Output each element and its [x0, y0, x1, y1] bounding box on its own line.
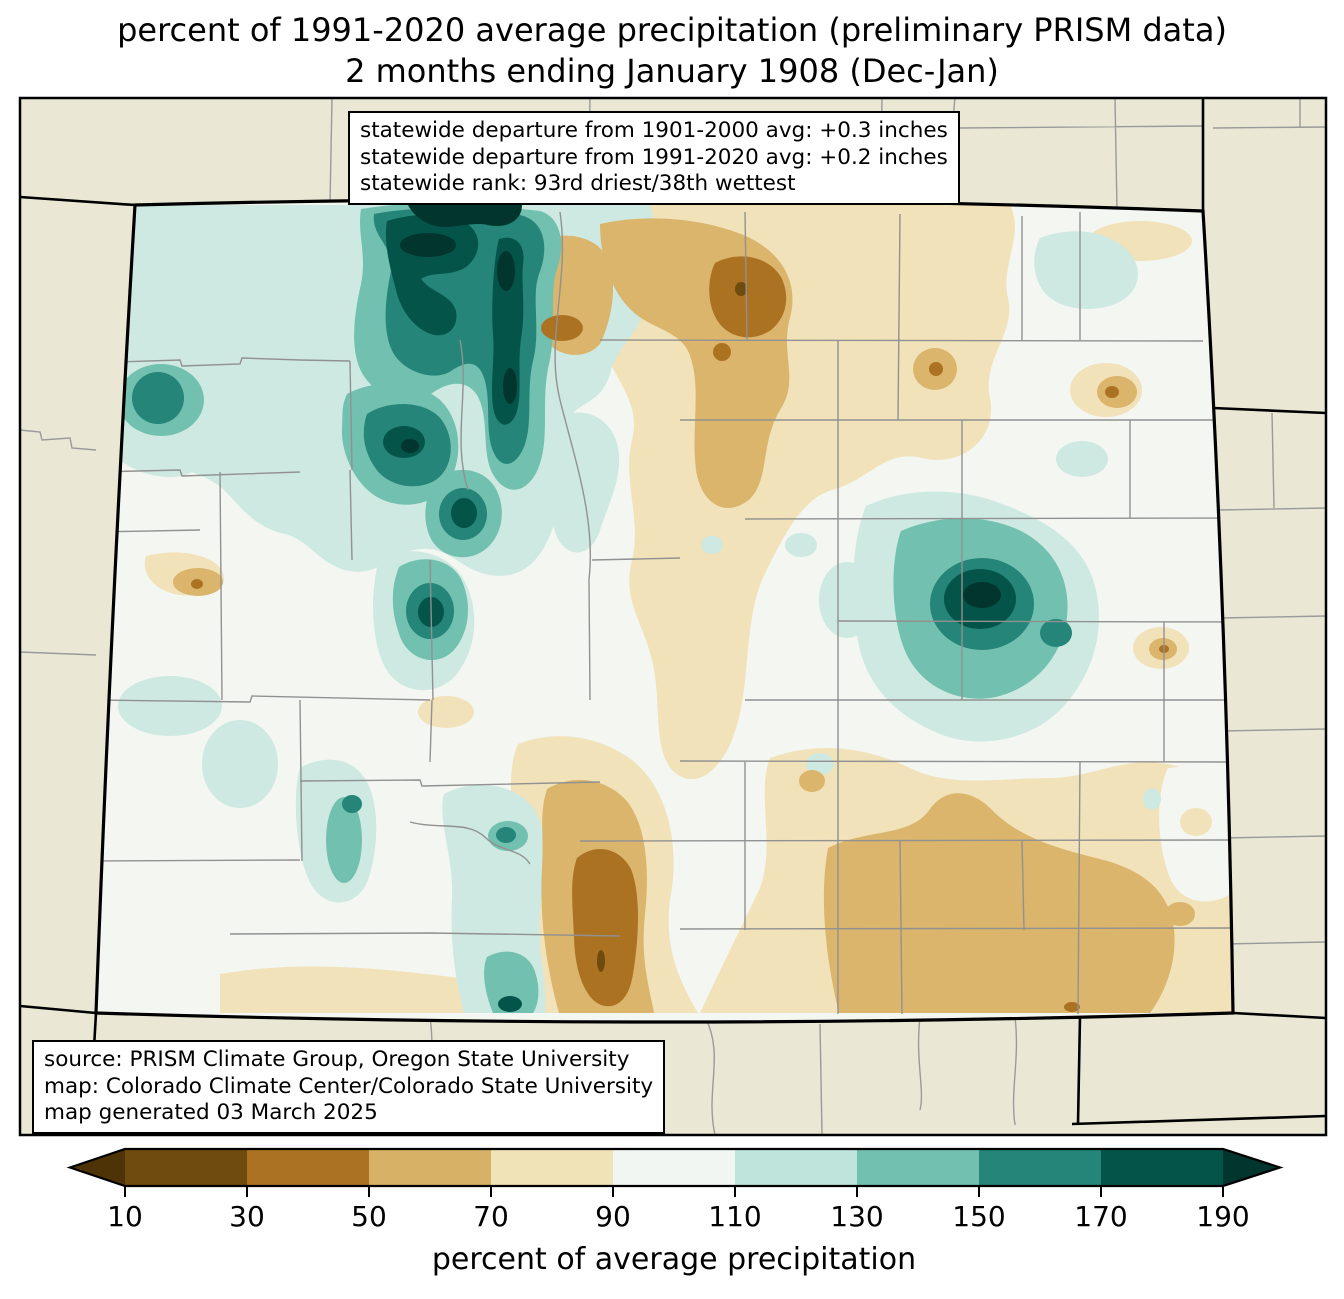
colorbar-over-arrow: [1223, 1149, 1280, 1186]
wet-contours-level-5: [400, 205, 1001, 608]
tick-label-150: 150: [952, 1200, 1006, 1233]
tick-label-190: 190: [1196, 1200, 1250, 1233]
tick-label-30: 30: [229, 1200, 265, 1233]
chart-title-line2: 2 months ending January 1908 (Dec-Jan): [345, 51, 999, 90]
chart-title-line1: percent of 1991-2020 average precipitati…: [117, 11, 1227, 49]
colorbar-under-arrow: [70, 1149, 125, 1186]
source-box: source: PRISM Climate Group, Oregon Stat…: [32, 1040, 666, 1134]
colorbar-axis-label: percent of average precipitation: [431, 1242, 917, 1277]
stats-line-2: statewide departure from 1991-2020 avg: …: [360, 144, 948, 170]
colorbar: [66, 1147, 1284, 1197]
stats-line-1: statewide departure from 1901-2000 avg: …: [360, 118, 948, 143]
tick-label-110: 110: [708, 1200, 762, 1233]
source-line-1: source: PRISM Climate Group, Oregon Stat…: [44, 1047, 630, 1072]
source-line-3: map generated 03 March 2025: [44, 1100, 378, 1126]
statewide-stats-box: statewide departure from 1901-2000 avg: …: [348, 111, 960, 205]
colorbar-ticks: [124, 1186, 1224, 1197]
tick-label-170: 170: [1074, 1200, 1128, 1233]
map-frame: [18, 96, 1328, 1137]
tick-label-130: 130: [830, 1200, 884, 1233]
stats-line-3: statewide rank: 93rd driest/38th wettest: [360, 171, 796, 197]
chart-title: percent of 1991-2020 average precipitati…: [0, 10, 1344, 92]
tick-label-70: 70: [473, 1200, 509, 1233]
county-lines: [96, 211, 1233, 1015]
dry-contours-level-4: [597, 282, 747, 972]
tick-label-50: 50: [351, 1200, 387, 1233]
source-line-2: map: Colorado Climate Center/Colorado St…: [44, 1073, 654, 1099]
dry-contours-level-3: [191, 256, 1169, 1012]
tick-label-10: 10: [107, 1200, 143, 1233]
tick-label-90: 90: [595, 1200, 631, 1233]
